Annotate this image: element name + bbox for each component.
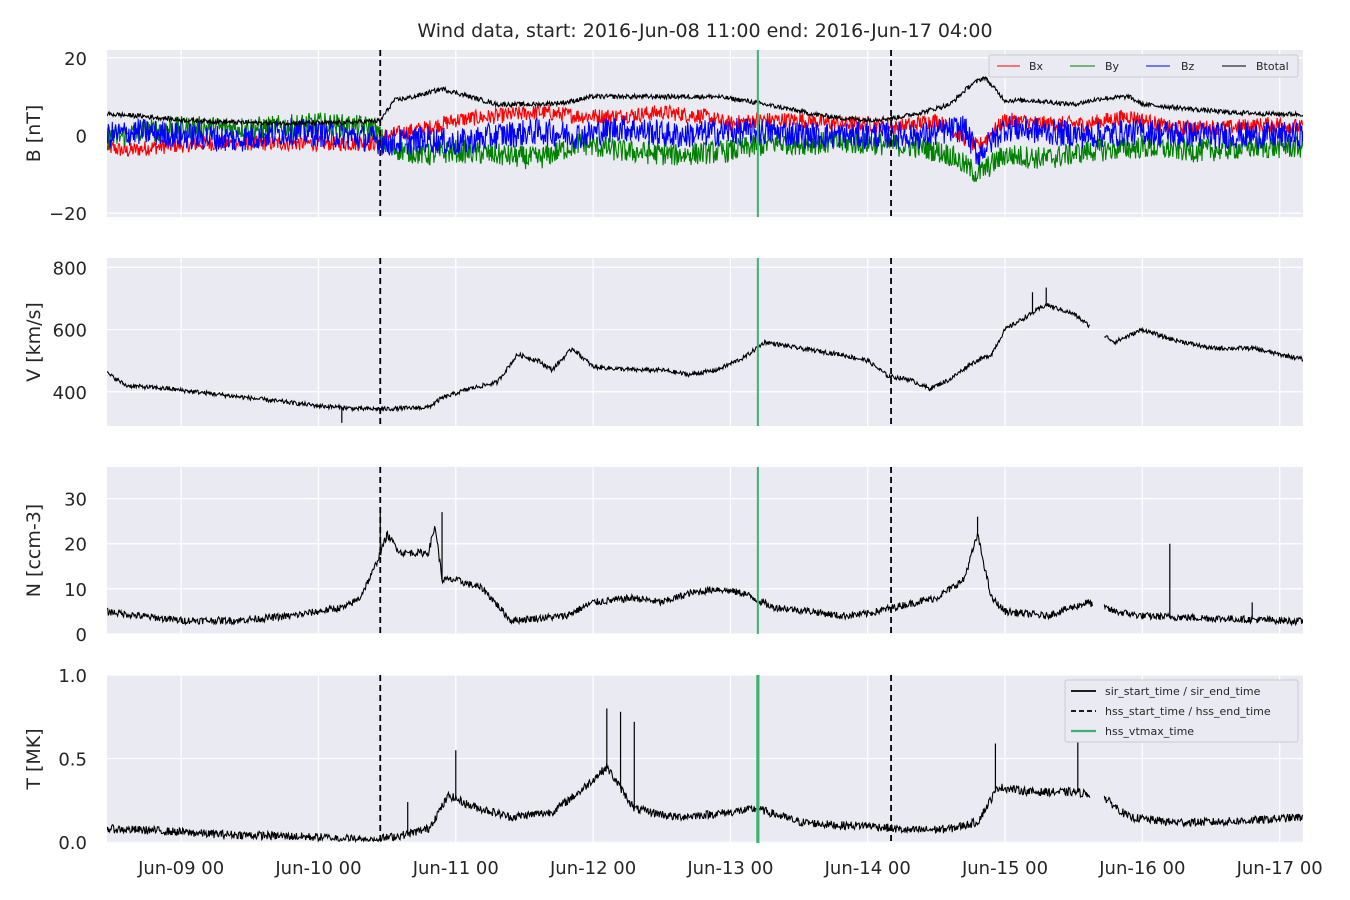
data-lines	[107, 708, 1303, 843]
series-line-bx	[107, 103, 1303, 157]
panel-density: 0 10 20 30 N [ccm-3]	[23, 467, 1303, 646]
legend-events: sir_start_time / sir_end_time hss_start_…	[1064, 679, 1299, 743]
legend-field: Bx By Bz Btotal	[988, 54, 1299, 78]
series-line	[107, 763, 1303, 843]
plot-area	[107, 50, 1303, 217]
plot-area	[107, 258, 1303, 426]
x-tick-label: Jun-14 00	[824, 858, 911, 879]
series-line-btotal	[107, 76, 1303, 127]
legend-label-by: By	[1105, 60, 1120, 73]
legend-label-btotal: Btotal	[1256, 60, 1289, 73]
x-tick-label: Jun-17 00	[1236, 858, 1323, 879]
y-tick-label: 20	[64, 49, 87, 70]
panel-magnetic-field: −20 0 20 B [nT]	[23, 49, 1303, 225]
y-tick-label: 10	[64, 580, 87, 601]
y-axis-label: T [MK]	[23, 728, 45, 790]
y-axis-label: V [km/s]	[23, 302, 45, 382]
legend-label-bz: Bz	[1181, 60, 1195, 73]
y-axis-label: B [nT]	[23, 105, 45, 163]
x-tick-label: Jun-16 00	[1098, 858, 1185, 879]
x-tick-label: Jun-10 00	[274, 858, 361, 879]
chart-title: Wind data, start: 2016-Jun-08 11:00 end:…	[417, 20, 992, 42]
x-tick-label: Jun-09 00	[137, 858, 224, 879]
y-axis-label: N [ccm-3]	[23, 504, 45, 597]
legend-label-sir: sir_start_time / sir_end_time	[1105, 685, 1261, 698]
y-tick-label: 0	[76, 625, 87, 646]
x-tick-label: Jun-13 00	[686, 858, 773, 879]
x-tick-label: Jun-11 00	[412, 858, 499, 879]
series-line-bz	[107, 115, 1303, 166]
data-lines	[107, 512, 1303, 627]
series-line-by	[107, 112, 1303, 183]
legend-label-vtmax: hss_vtmax_time	[1105, 725, 1194, 738]
x-axis: Jun-09 00 Jun-10 00 Jun-11 00 Jun-12 00 Jun-…	[137, 858, 1323, 879]
plot-area	[107, 467, 1303, 634]
data-lines	[107, 76, 1303, 183]
y-tick-label: 400	[53, 383, 87, 404]
y-tick-label: 600	[53, 321, 87, 342]
legend-label-hss: hss_start_time / hss_end_time	[1105, 705, 1271, 718]
y-tick-label: 800	[53, 258, 87, 279]
series-line	[107, 526, 1303, 627]
y-tick-label: 30	[64, 490, 87, 511]
y-tick-label: 0.5	[58, 750, 87, 771]
x-tick-label: Jun-12 00	[549, 858, 636, 879]
x-tick-label: Jun-15 00	[961, 858, 1048, 879]
legend-label-bx: Bx	[1029, 60, 1044, 73]
panel-velocity: 400 600 800 V [km/s]	[23, 258, 1303, 426]
y-tick-label: 20	[64, 535, 87, 556]
y-tick-label: 0	[76, 126, 87, 147]
series-line	[107, 302, 1303, 413]
data-lines	[107, 287, 1303, 423]
y-tick-label: 0.0	[58, 833, 87, 854]
y-tick-label: 1.0	[58, 666, 87, 687]
y-tick-label: −20	[49, 204, 87, 225]
